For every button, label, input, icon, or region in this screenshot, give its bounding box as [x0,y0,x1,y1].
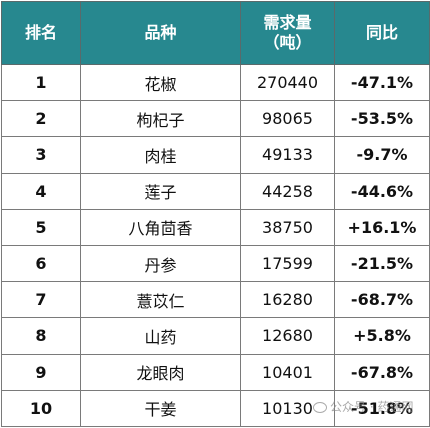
demand-cell: 49133 [240,136,335,174]
table-row: 9 龙眼肉 10401 -67.8% [1,353,430,391]
table-row: 4 莲子 44258 -44.6% [1,172,430,210]
yoy-cell: -21.5% [334,244,430,283]
variety-cell: 八角茴香 [80,208,241,246]
rank-cell: 8 [1,317,81,355]
rank-cell: 2 [1,100,81,138]
yoy-cell: -67.8% [334,353,430,391]
yoy-cell: -44.6% [334,172,430,210]
header-variety: 品种 [80,1,241,65]
demand-cell: 10130 [240,389,335,428]
header-demand-unit: （吨） [263,33,312,52]
table-row: 3 肉桂 49133 -9.7% [1,136,430,174]
table-row: 8 山药 12680 +5.8% [1,317,430,355]
header-rank: 排名 [1,1,81,65]
header-demand-label: 需求量 [263,13,312,32]
table-row: 10 干姜 10130 -51.8% [1,389,430,428]
table-row: 6 丹参 17599 -21.5% [1,244,430,283]
header-yoy: 同比 [334,1,430,65]
demand-cell: 17599 [240,244,335,283]
variety-cell: 丹参 [80,244,241,283]
rank-cell: 6 [1,244,81,283]
yoy-cell: +5.8% [334,317,430,355]
demand-cell: 10401 [240,353,335,391]
table-row: 7 薏苡仁 16280 -68.7% [1,281,430,319]
variety-cell: 山药 [80,317,241,355]
variety-cell: 薏苡仁 [80,281,241,319]
demand-cell: 16280 [240,281,335,319]
rank-cell: 9 [1,353,81,391]
rank-cell: 3 [1,136,81,174]
table-row: 1 花椒 270440 -47.1% [1,63,430,102]
demand-cell: 38750 [240,208,335,246]
yoy-cell: -51.8% [334,389,430,428]
yoy-cell: -47.1% [334,63,430,102]
table-row: 5 八角茴香 38750 +16.1% [1,208,430,246]
header-row: 排名 品种 需求量 （吨） 同比 [1,1,430,65]
variety-cell: 干姜 [80,389,241,428]
demand-cell: 270440 [240,63,335,102]
yoy-cell: -53.5% [334,100,430,138]
variety-cell: 莲子 [80,172,241,210]
rank-cell: 4 [1,172,81,210]
rank-cell: 5 [1,208,81,246]
rank-cell: 1 [1,63,81,102]
rank-cell: 10 [1,389,81,428]
demand-cell: 98065 [240,100,335,138]
yoy-cell: +16.1% [334,208,430,246]
demand-cell: 44258 [240,172,335,210]
variety-cell: 肉桂 [80,136,241,174]
variety-cell: 枸杞子 [80,100,241,138]
variety-cell: 花椒 [80,63,241,102]
table-row: 2 枸杞子 98065 -53.5% [1,100,430,138]
yoy-cell: -9.7% [334,136,430,174]
demand-cell: 12680 [240,317,335,355]
variety-cell: 龙眼肉 [80,353,241,391]
rank-cell: 7 [1,281,81,319]
yoy-cell: -68.7% [334,281,430,319]
header-demand: 需求量 （吨） [240,1,335,65]
